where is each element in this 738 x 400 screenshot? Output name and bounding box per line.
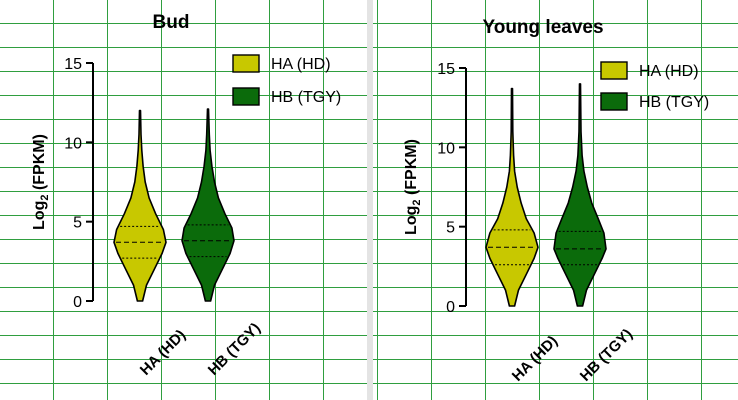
chart-1-legend-swatch-0 [600, 61, 628, 80]
chart-1: Young leaves 0 5 10 15 Log2 (FPKM) HA (HD) HA (… [403, 17, 709, 385]
chart-0-y-tick-label-15: 15 [64, 56, 82, 73]
chart-0-y-tick-label-10: 10 [64, 135, 82, 152]
chart-0-y-axis-title-sub: 2 [39, 194, 51, 200]
chart-1-x-tick-label-1: HB (TGY) [577, 326, 636, 385]
chart-1-y-axis-title: Log2 (FPKM) [403, 139, 423, 235]
chart-1-y-tick-label-0: 0 [446, 299, 455, 316]
panel-divider [367, 0, 373, 400]
chart-1-y-axis-title-sub: 2 [411, 199, 423, 205]
chart-0-y-axis-title-main: Log [31, 201, 48, 230]
chart-0-legend-swatch-1 [232, 87, 260, 106]
chart-1-y-tick-label-5: 5 [446, 220, 455, 237]
chart-1-legend-swatch-1 [600, 92, 628, 111]
chart-1-y-tick-label-15: 15 [437, 61, 455, 78]
chart-1-legend-label-0: HA (HD) [639, 63, 699, 80]
chart-0-legend-swatch-0 [232, 54, 260, 73]
chart-0-title: Bud [153, 12, 190, 33]
chart-0: Bud 0 5 10 15 Log2 (FPKM) HA (HD) HA (HD) HB (TG… [31, 12, 341, 379]
chart-1-y-tick-label-10: 10 [437, 140, 455, 157]
chart-0-x-tick-label-0: HA (HD) [137, 327, 189, 379]
chart-0-y-axis-title: Log2 (FPKM) [31, 134, 51, 230]
chart-1-violin-0 [485, 87, 539, 307]
chart-1-legend-label-1: HB (TGY) [639, 94, 709, 111]
chart-0-legend-label-1: HB (TGY) [271, 89, 341, 106]
chart-0-x-tick-label-1: HB (TGY) [205, 320, 264, 379]
chart-0-legend-label-0: HA (HD) [271, 56, 331, 73]
chart-1-x-tick-label-0: HA (HD) [509, 333, 561, 385]
chart-0-violin-0 [113, 109, 167, 302]
chart-0-y-tick-label-0: 0 [73, 294, 82, 311]
chart-1-y-axis-title-main: Log [403, 206, 420, 235]
chart-1-y-axis-title-rest: (FPKM) [403, 139, 420, 199]
chart-1-title: Young leaves [482, 17, 603, 38]
chart-0-y-axis-title-rest: (FPKM) [31, 134, 48, 194]
chart-0-violin-1 [181, 108, 235, 302]
chart-1-violin-1 [553, 83, 607, 307]
chart-0-y-tick-label-5: 5 [73, 215, 82, 232]
